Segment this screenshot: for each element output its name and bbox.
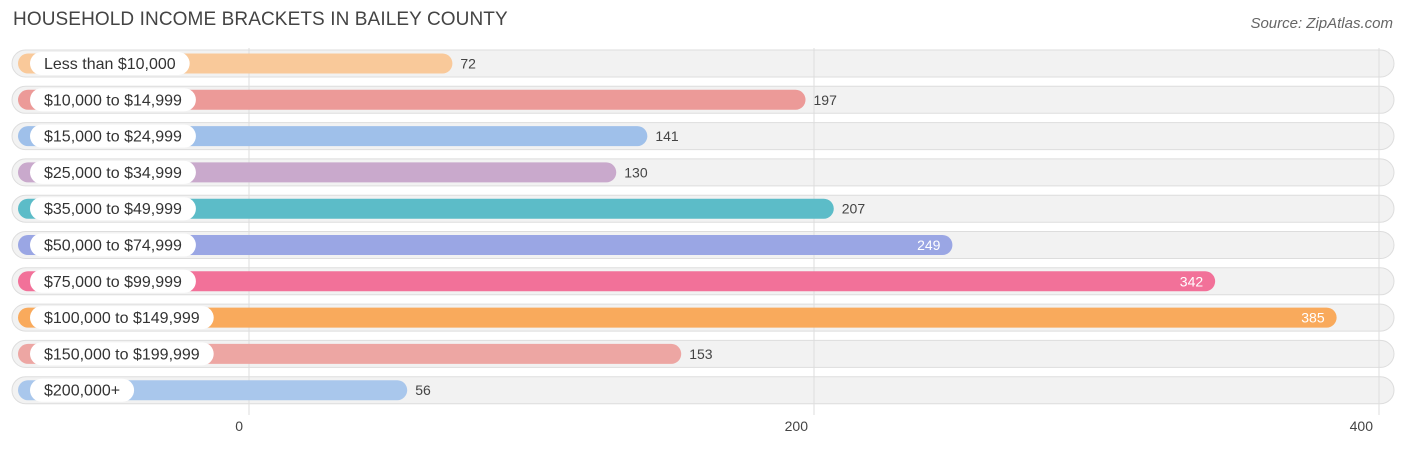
category-label: $35,000 to $49,999 [44, 201, 182, 218]
category-pill [30, 378, 135, 402]
chart-title: HOUSEHOLD INCOME BRACKETS IN BAILEY COUN… [13, 9, 508, 30]
category-label: $15,000 to $24,999 [44, 129, 182, 146]
category-label: $200,000+ [44, 383, 120, 400]
value-label: 197 [814, 92, 838, 108]
bar [18, 271, 1216, 292]
source-credit: Source: ZipAtlas.com [1250, 15, 1393, 32]
category-label: $50,000 to $74,999 [44, 238, 182, 255]
category-pill [30, 197, 196, 221]
value-label: 56 [415, 382, 431, 398]
category-pill [30, 342, 214, 366]
value-label: 72 [460, 56, 476, 72]
category-pill [30, 124, 196, 148]
category-pill [30, 160, 196, 184]
value-label: 153 [689, 346, 713, 362]
category-label: $150,000 to $199,999 [44, 346, 200, 363]
category-label: $75,000 to $99,999 [44, 274, 182, 291]
value-label: 141 [655, 128, 679, 144]
x-tick-label: 200 [785, 418, 809, 434]
category-pill [30, 88, 196, 112]
category-label: Less than $10,000 [44, 56, 176, 73]
category-pill [30, 233, 196, 257]
x-tick-label: 0 [235, 418, 243, 434]
category-pill [30, 306, 214, 330]
category-pill [30, 269, 196, 293]
value-label: 249 [917, 237, 941, 253]
value-label: 342 [1180, 273, 1204, 289]
value-label: 207 [842, 201, 866, 217]
category-label: $10,000 to $14,999 [44, 92, 182, 109]
bar [18, 235, 953, 255]
value-label: 130 [624, 164, 648, 180]
category-pill [30, 52, 190, 75]
bar [18, 89, 806, 110]
x-tick-label: 400 [1350, 418, 1374, 434]
category-label: $25,000 to $34,999 [44, 165, 182, 182]
bar [18, 198, 834, 219]
bar [18, 307, 1337, 328]
value-label: 385 [1301, 310, 1325, 326]
category-label: $100,000 to $149,999 [44, 310, 200, 327]
